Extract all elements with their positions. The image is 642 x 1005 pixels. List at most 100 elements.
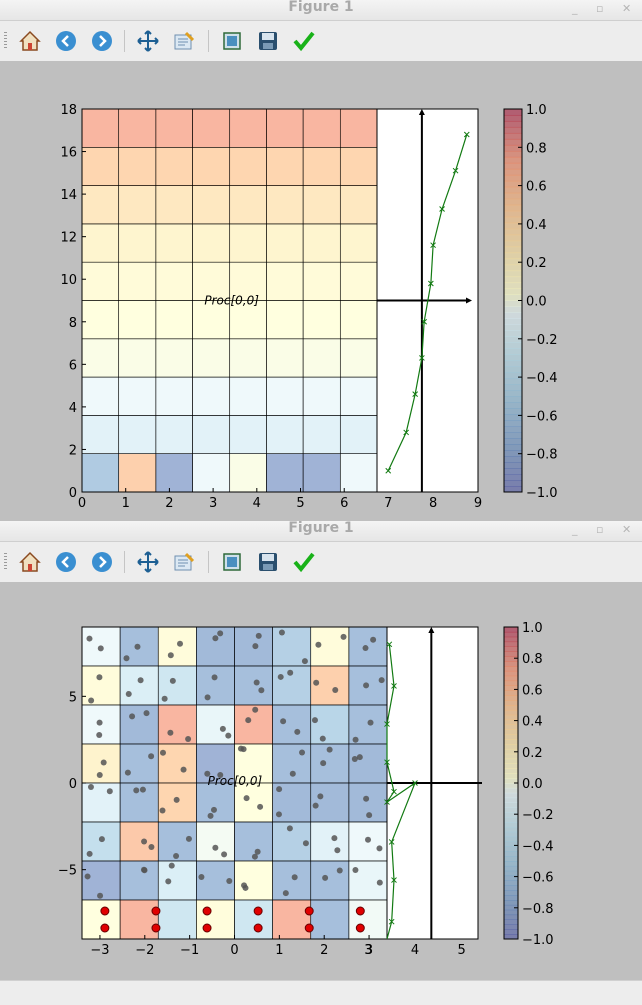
colorbar-segment	[504, 378, 522, 385]
particle	[204, 694, 211, 701]
pan-icon[interactable]	[136, 550, 160, 574]
heatmap-cell	[81, 223, 120, 263]
checkmark-icon[interactable]	[292, 550, 316, 574]
particle	[96, 674, 103, 681]
heatmap-cell	[302, 147, 341, 186]
home-door	[28, 564, 32, 571]
particle	[97, 892, 104, 899]
heatmap-cell	[302, 261, 341, 301]
title-bar[interactable]: Figure 1 _ ▫ ✕	[0, 521, 642, 542]
colorbar-tick-label: 0.4	[526, 218, 547, 233]
colorbar-segment	[504, 480, 522, 487]
save-icon[interactable]	[256, 550, 280, 574]
particle	[365, 836, 372, 843]
profile-marker	[421, 318, 427, 325]
particle	[378, 677, 385, 684]
particle	[167, 652, 174, 659]
colorbar-tick-label: −0.8	[522, 902, 554, 917]
x-tick-label: 1	[275, 943, 283, 958]
y-tick-label: 0	[69, 777, 77, 792]
particle	[185, 835, 192, 842]
home-icon[interactable]	[18, 550, 42, 574]
heatmap-cell	[155, 185, 193, 225]
colorbar-tick-label: 0.2	[522, 746, 543, 761]
heatmap-cell	[157, 743, 197, 784]
forward-arrow-icon[interactable]	[90, 550, 114, 574]
y-tick-label: −5	[58, 864, 77, 879]
home-door	[28, 43, 32, 50]
heatmap-cell	[119, 704, 159, 745]
zoom-rect-icon[interactable]	[220, 29, 244, 53]
subplot-pencil	[184, 552, 195, 563]
particle	[253, 679, 260, 686]
particle	[294, 728, 301, 735]
colorbar-segment	[504, 865, 518, 872]
home-icon[interactable]	[18, 29, 42, 53]
particle	[322, 874, 329, 881]
back-arrow-icon[interactable]	[54, 29, 78, 53]
title-bar[interactable]: Figure 1 _ ▫ ✕	[0, 0, 642, 21]
forward-arrow-icon[interactable]	[90, 29, 114, 53]
proc-annotation: Proc[0,0]	[208, 774, 263, 788]
maximize-icon[interactable]: ▫	[596, 2, 604, 15]
particle	[352, 736, 359, 743]
particle	[161, 695, 168, 702]
pan-icon[interactable]	[136, 29, 160, 53]
y-tick-label: 6	[69, 358, 77, 373]
checkmark-icon[interactable]	[292, 29, 316, 53]
colorbar-segment	[504, 204, 522, 212]
colorbar-segment	[504, 675, 518, 682]
colorbar-segment	[504, 695, 518, 701]
close-icon[interactable]: ✕	[622, 2, 632, 15]
configure-subplots-icon[interactable]	[172, 550, 196, 574]
heatmap-cell	[196, 665, 235, 706]
colorbar-tick-label: 1.0	[522, 621, 543, 636]
save-icon[interactable]	[256, 29, 280, 53]
configure-subplots-icon[interactable]	[172, 29, 196, 53]
heatmap-cell	[302, 453, 341, 493]
figure-canvas: 0 1 2 3 4 5 6 0 2 4 6 8 10 12 14 16 18 Proc[0,0] 7 8 9 1.0 0.8…	[0, 61, 642, 521]
particle	[211, 674, 218, 681]
subplot-pencil	[184, 31, 195, 42]
colorbar-segment	[504, 109, 522, 116]
colorbar-segment	[504, 714, 518, 721]
colorbar-segment	[504, 366, 522, 373]
x-tick-label: 5	[296, 496, 304, 511]
forward-arrow	[99, 556, 107, 568]
colorbar-segment	[504, 709, 518, 716]
particle	[320, 760, 327, 767]
minimize-icon[interactable]: _	[572, 2, 578, 15]
colorbar-segment	[504, 276, 522, 284]
particle	[217, 771, 224, 778]
colorbar-tick-label: 0.6	[526, 180, 547, 195]
particle	[226, 877, 233, 884]
particle	[96, 731, 103, 738]
colorbar-segment	[504, 924, 518, 930]
colorbar-segment	[504, 372, 522, 379]
red-particle	[151, 923, 161, 933]
maximize-icon[interactable]: ▫	[596, 523, 604, 536]
colorbar-tick-label: −0.4	[526, 371, 558, 386]
close-icon[interactable]: ✕	[622, 523, 632, 536]
red-particle	[304, 923, 314, 933]
x-tick-label: 0	[78, 496, 86, 511]
x-tick-label: 2	[320, 943, 328, 958]
heatmap-cell	[81, 665, 121, 706]
minimize-icon[interactable]: _	[572, 523, 578, 536]
toolbar-grip[interactable]	[4, 553, 7, 571]
particle	[282, 890, 289, 897]
particle	[143, 710, 150, 717]
heatmap-cell	[119, 782, 159, 823]
particle	[243, 795, 250, 802]
colorbar-segment	[504, 670, 518, 677]
heatmap-cell	[192, 376, 231, 416]
zoom-rect-icon[interactable]	[220, 550, 244, 574]
toolbar-grip[interactable]	[4, 32, 7, 50]
colorbar-segment	[504, 690, 518, 696]
heatmap-cell	[234, 782, 273, 823]
particle	[88, 697, 95, 704]
y-tick-label: 14	[60, 188, 77, 203]
back-arrow-icon[interactable]	[54, 550, 78, 574]
colorbar-segment	[504, 222, 522, 230]
